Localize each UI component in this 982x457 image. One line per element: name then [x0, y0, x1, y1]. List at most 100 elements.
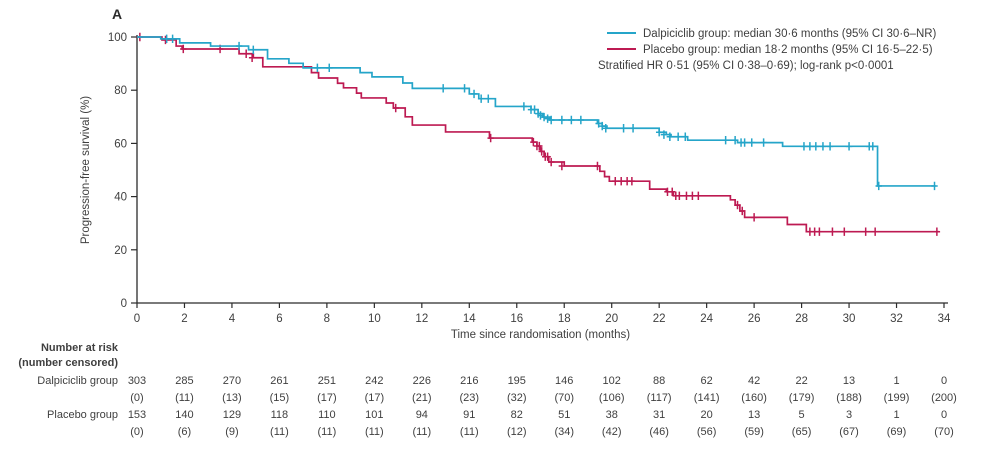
censored-value: (65): [791, 426, 812, 438]
dalpiciclib-censor-mark: [470, 89, 478, 99]
censored-value: (117): [646, 392, 672, 404]
at-risk-value: 94: [415, 409, 428, 421]
censored-value: (11): [459, 426, 479, 438]
at-risk-value: 22: [795, 375, 808, 387]
x-tick-label: 24: [700, 313, 713, 325]
y-tick-label: 0: [121, 298, 127, 310]
risk-row-label: Dalpiciclib group: [37, 375, 118, 387]
dalpiciclib-censor-mark: [748, 138, 755, 147]
x-tick-label: 28: [795, 313, 808, 325]
censored-value: (0): [130, 392, 144, 404]
legend: Dalpiciclib group: median 30·6 months (9…: [598, 26, 936, 74]
legend-label-placebo: Placebo group: median 18·2 months (95% C…: [643, 44, 933, 56]
censored-value: (70): [934, 426, 954, 438]
dalpiciclib-censor-mark: [439, 84, 447, 93]
x-axis-title: Time since randomisation (months): [450, 329, 631, 341]
risk-row-label: Placebo group: [47, 409, 118, 421]
placebo-censor-mark: [536, 141, 543, 151]
placebo-censor-mark: [841, 227, 848, 236]
dalpiciclib-censor-mark: [819, 142, 827, 151]
at-risk-value: 146: [555, 375, 574, 387]
at-risk-value: 251: [317, 375, 337, 387]
censored-value: (200): [931, 392, 957, 404]
placebo-censor-mark: [612, 176, 619, 186]
censored-value: (141): [693, 392, 720, 404]
x-tick-label: 8: [324, 313, 330, 325]
at-risk-value: 110: [318, 409, 336, 421]
at-risk-value: 140: [175, 409, 194, 421]
placebo-censor-mark: [933, 227, 941, 236]
at-risk-value: 270: [222, 375, 242, 387]
censored-value: (11): [364, 426, 384, 438]
censored-value: (199): [883, 392, 910, 404]
censored-value: (188): [836, 392, 862, 404]
x-tick-label: 6: [276, 313, 282, 325]
placebo-censor-mark: [162, 35, 169, 45]
legend-entry-dalpiciclib: Dalpiciclib group: median 30·6 months (9…: [598, 26, 936, 42]
dalpiciclib-censor-mark: [722, 136, 729, 145]
at-risk-value: 101: [365, 409, 384, 421]
placebo-censor-mark: [248, 53, 256, 62]
placebo-censor-mark: [862, 227, 869, 236]
placebo-censor-mark: [180, 44, 187, 54]
placebo-censor-mark: [594, 161, 601, 171]
x-tick-label: 4: [229, 313, 236, 325]
at-risk-value: 82: [510, 409, 523, 421]
dalpiciclib-censor-mark: [826, 142, 834, 151]
legend-entry-placebo: Placebo group: median 18·2 months (95% C…: [598, 42, 936, 58]
placebo-censor-mark: [695, 191, 702, 201]
dalpiciclib-censor-mark: [169, 34, 176, 44]
x-tick-label: 14: [463, 313, 476, 325]
placebo-censor-mark: [487, 133, 494, 143]
placebo-censor-mark: [558, 161, 566, 171]
placebo-censor-mark: [871, 227, 879, 236]
x-tick-label: 12: [415, 313, 428, 325]
placebo-censor-mark: [829, 227, 836, 236]
at-risk-value: 91: [463, 409, 476, 421]
at-risk-value: 303: [127, 375, 147, 387]
dalpiciclib-censor-mark: [547, 115, 555, 125]
censored-value: (70): [554, 392, 575, 404]
y-tick-label: 80: [114, 85, 127, 97]
dalpiciclib-censor-mark: [314, 63, 321, 73]
dalpiciclib-censor-mark: [629, 124, 637, 133]
x-tick-label: 26: [748, 313, 761, 325]
censored-value: (6): [177, 426, 192, 438]
x-tick-label: 32: [890, 313, 903, 325]
dalpiciclib-censor-mark: [845, 142, 853, 151]
dalpiciclib-censor-mark: [666, 132, 674, 141]
placebo-censor-mark: [530, 137, 537, 147]
at-risk-value: 285: [175, 375, 194, 387]
dalpiciclib-censor-mark: [485, 94, 492, 103]
at-risk-value: 226: [412, 375, 431, 387]
dalpiciclib-censor-mark: [595, 119, 602, 128]
censored-value: (11): [175, 392, 194, 404]
censored-value: (56): [696, 426, 717, 438]
at-risk-value: 42: [747, 375, 761, 387]
censored-value: (0): [130, 426, 144, 438]
placebo-censor-mark: [618, 176, 625, 186]
dalpiciclib-censor-mark: [602, 124, 609, 133]
censored-value: (15): [269, 392, 290, 404]
y-tick-label: 20: [114, 245, 127, 257]
censored-value: (23): [459, 392, 480, 404]
censored-value: (46): [649, 426, 669, 438]
placebo-censor-mark: [669, 187, 676, 197]
dalpiciclib-censor-mark: [620, 124, 627, 133]
dalpiciclib-censor-mark: [931, 181, 938, 191]
dalpiciclib-censor-mark: [520, 102, 528, 111]
dalpiciclib-censor-mark: [577, 115, 585, 125]
at-risk-value: 1: [893, 409, 900, 421]
x-tick-label: 20: [605, 313, 618, 325]
dalpiciclib-censor-mark: [540, 112, 548, 122]
at-risk-value: 13: [747, 409, 761, 421]
censored-value: (11): [412, 426, 432, 438]
censored-value: (17): [364, 392, 385, 404]
at-risk-value: 0: [940, 375, 948, 387]
x-tick-label: 0: [134, 313, 140, 325]
censored-value: (67): [839, 426, 859, 438]
at-risk-value: 5: [798, 409, 805, 421]
censored-value: (32): [506, 392, 527, 404]
placebo-censor-mark: [750, 213, 758, 222]
dalpiciclib-censor-mark: [760, 138, 767, 147]
